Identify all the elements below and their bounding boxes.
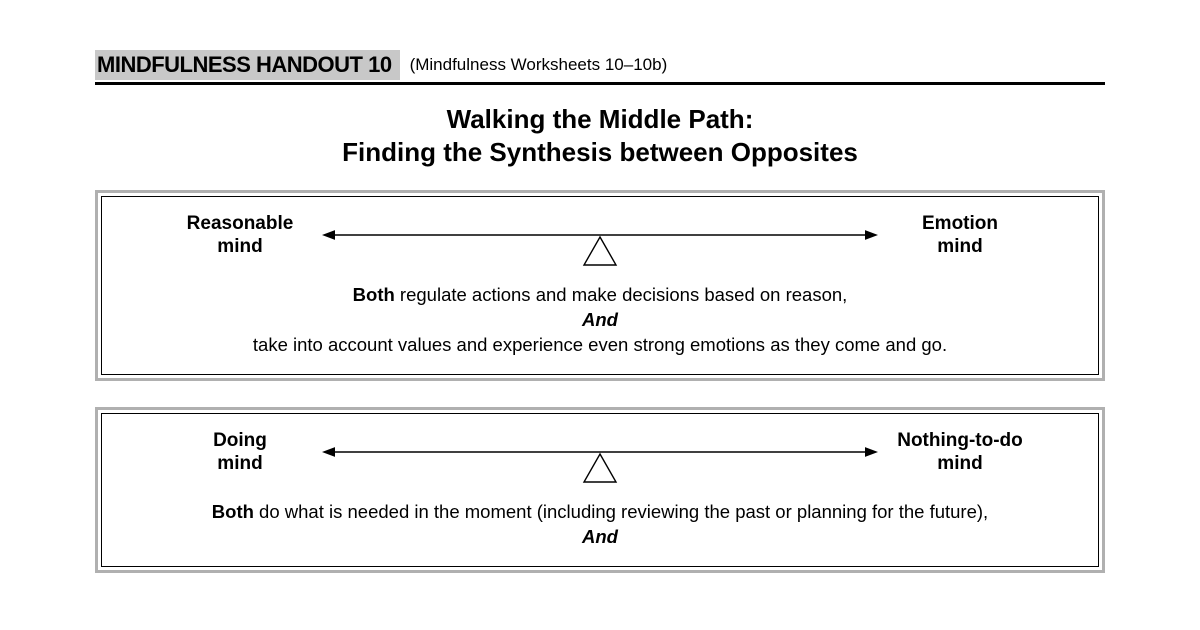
- desc-line-2: take into account values and experience …: [253, 334, 947, 355]
- panel-doing-nothing: Doing mind Nothing-to-do mind Both do wh…: [101, 413, 1099, 567]
- title-line-1: Walking the Middle Path:: [95, 103, 1105, 136]
- both-word: Both: [353, 284, 395, 305]
- panel-description: Both do what is needed in the moment (in…: [126, 500, 1074, 550]
- balance-row: Doing mind Nothing-to-do mind: [126, 430, 1074, 486]
- balance-diagram: [320, 430, 880, 486]
- left-label-l1: Reasonable: [160, 213, 320, 236]
- right-label: Emotion mind: [880, 213, 1040, 259]
- right-label-l2: mind: [880, 236, 1040, 259]
- right-label-l2: mind: [880, 453, 1040, 476]
- left-label: Reasonable mind: [160, 213, 320, 259]
- balance-beam-icon: [320, 440, 880, 486]
- title-block: Walking the Middle Path: Finding the Syn…: [95, 103, 1105, 168]
- handout-tag: MINDFULNESS HANDOUT 10: [95, 50, 400, 80]
- left-label-l1: Doing: [160, 430, 320, 453]
- and-word: And: [582, 309, 618, 330]
- balance-beam-icon: [320, 223, 880, 269]
- handout-subref: (Mindfulness Worksheets 10–10b): [410, 55, 668, 75]
- panel-reasonable-emotion: Reasonable mind Emotion mind Both regula…: [101, 196, 1099, 375]
- right-label-l1: Nothing-to-do: [880, 430, 1040, 453]
- both-word: Both: [212, 501, 254, 522]
- balance-diagram: [320, 213, 880, 269]
- and-word: And: [582, 526, 618, 547]
- title-line-2: Finding the Synthesis between Opposites: [95, 136, 1105, 169]
- right-label-l1: Emotion: [880, 213, 1040, 236]
- balance-row: Reasonable mind Emotion mind: [126, 213, 1074, 269]
- desc-line-1: regulate actions and make decisions base…: [395, 284, 848, 305]
- left-label-l2: mind: [160, 236, 320, 259]
- header-row: MINDFULNESS HANDOUT 10 (Mindfulness Work…: [95, 50, 1105, 85]
- desc-line-1: do what is needed in the moment (includi…: [254, 501, 988, 522]
- panel-description: Both regulate actions and make decisions…: [126, 283, 1074, 358]
- right-label: Nothing-to-do mind: [880, 430, 1040, 476]
- left-label-l2: mind: [160, 453, 320, 476]
- left-label: Doing mind: [160, 430, 320, 476]
